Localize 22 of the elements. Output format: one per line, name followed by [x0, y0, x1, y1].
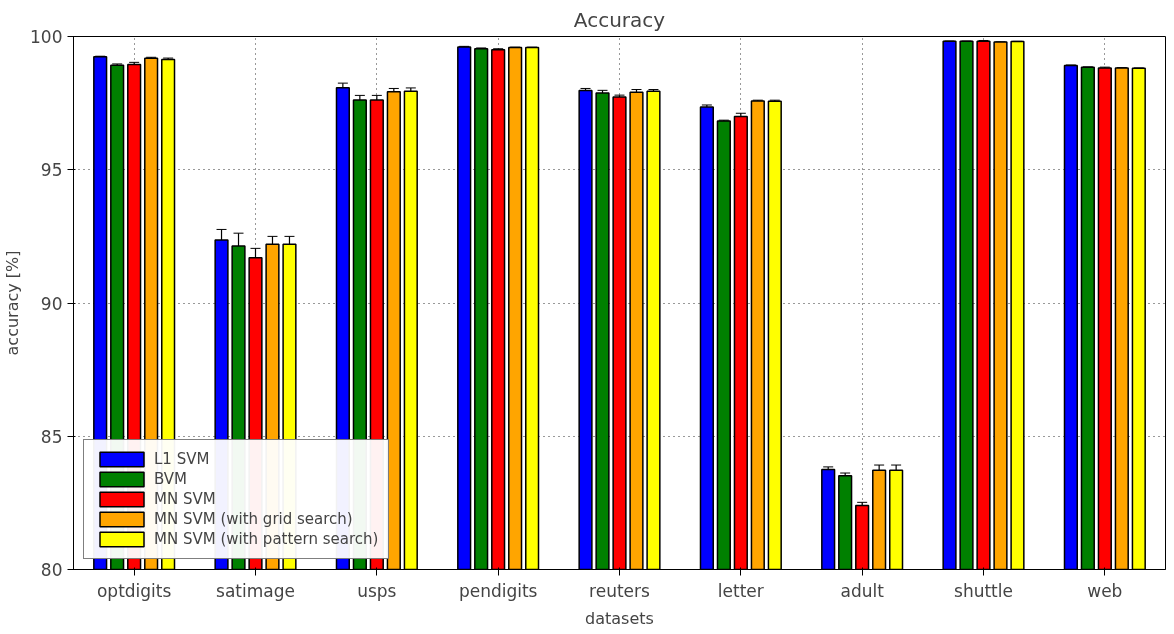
y-axis-title: accuracy [%] [3, 250, 23, 356]
x-tick-label: satimage [216, 580, 295, 601]
legend-label: MN SVM (with pattern search) [154, 530, 379, 548]
x-tick-label: adult [840, 580, 885, 601]
chart-title: Accuracy [573, 7, 666, 32]
x-tick-label: usps [357, 580, 397, 601]
legend-label: L1 SVM [154, 450, 210, 468]
legend-label: MN SVM (with grid search) [154, 510, 353, 528]
y-tick-label: 85 [40, 426, 63, 447]
x-tick-label: shuttle [954, 580, 1013, 601]
x-tick-label: letter [717, 580, 764, 601]
x-tick-label: optdigits [96, 580, 172, 601]
y-tick-label: 90 [40, 293, 63, 314]
y-tick-label: 100 [30, 27, 63, 47]
legend-label: BVM [154, 470, 188, 488]
x-tick-label: reuters [589, 580, 651, 601]
y-tick-label: 80 [40, 560, 63, 580]
x-tick-label: pendigits [458, 580, 538, 601]
y-tick-label: 95 [40, 160, 63, 181]
legend-label: MN SVM [154, 490, 216, 508]
x-tick-label: web [1087, 580, 1123, 601]
x-axis-title: datasets [585, 608, 654, 628]
